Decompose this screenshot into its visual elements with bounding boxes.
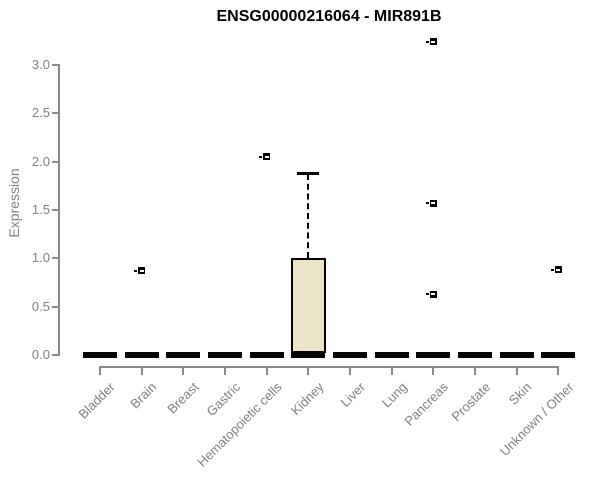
median-bar [83,352,117,358]
chart-title: ENSG00000216064 - MIR891B [216,8,442,25]
x-tick [265,366,268,375]
whisker [307,174,310,259]
y-tick [52,354,59,356]
x-tick-label: Gastric [203,379,243,420]
y-tick [52,112,59,115]
box-body [290,258,326,353]
x-tick-label: Brain [127,379,160,412]
outlier-point [425,199,437,207]
median-bar [291,352,326,358]
x-tick-label: Liver [337,379,368,410]
x-tick [182,366,185,375]
x-tick [348,366,351,375]
x-tick-label: Skin [506,379,535,408]
x-tick-label: Kidney [287,379,327,419]
y-tick-label: 0.0 [31,347,50,362]
x-tick [140,366,143,375]
x-tick-label: Prostate [448,379,493,425]
y-tick-label: 1.5 [31,201,50,217]
median-bar [457,352,492,358]
median-bar [416,352,451,358]
y-tick [52,257,59,260]
x-tick-label: Hematopoietic cells [194,379,285,470]
x-tick [473,366,476,375]
y-tick-label: 0.5 [31,298,50,314]
x-axis-line [99,366,560,368]
median-bar [374,352,409,358]
x-tick-label: Breast [164,379,202,417]
median-bar [249,352,284,358]
x-tick [515,366,518,375]
y-tick-label: 1.0 [31,250,50,266]
y-tick [52,305,59,308]
x-tick [390,366,393,375]
x-tick [223,366,226,375]
x-tick [557,366,560,375]
outlier-point [259,153,271,161]
median-bar [207,352,242,358]
x-tick-label: Lung [378,379,410,411]
y-tick [52,63,59,66]
median-bar [166,352,201,358]
whisker-cap [297,172,320,176]
median-bar [124,352,159,358]
x-tick-label: Pancreas [401,379,452,429]
x-tick-label: Bladder [75,379,118,422]
y-tick [52,160,59,163]
x-tick [432,366,435,375]
y-tick-label: 2.0 [31,153,50,169]
x-tick [307,366,310,375]
outlier-point [425,38,437,46]
x-tick [99,366,101,375]
median-bar [541,352,576,358]
outlier-point [425,290,437,298]
median-bar [332,352,367,358]
outlier-point [134,267,146,275]
y-tick-label: 2.5 [31,105,50,121]
y-tick [52,208,59,211]
y-axis-line [58,63,60,356]
outlier-point [550,266,562,274]
y-tick-label: 3.0 [31,56,50,72]
median-bar [499,352,534,358]
